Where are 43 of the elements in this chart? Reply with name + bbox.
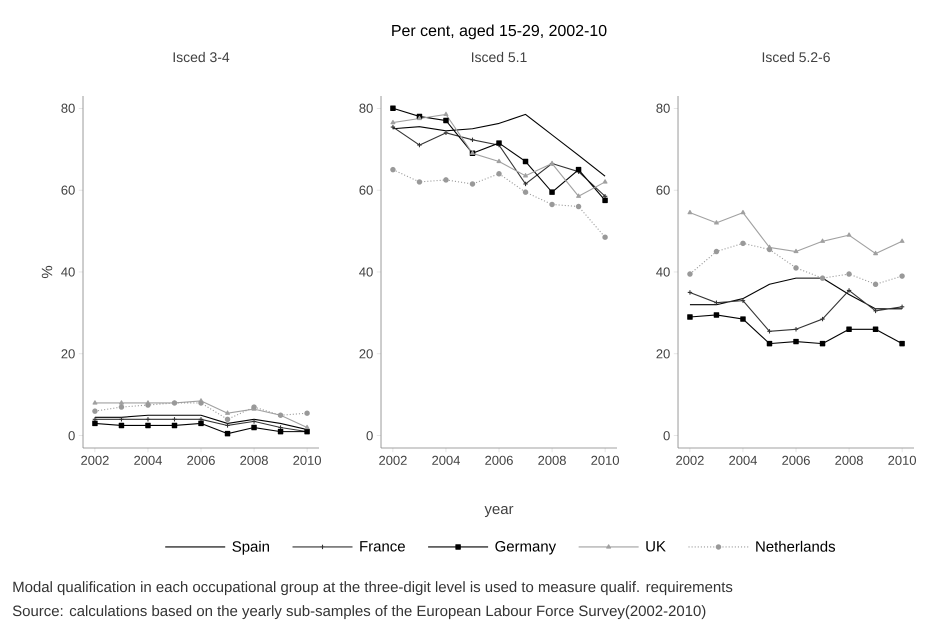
legend-label: Netherlands — [756, 540, 836, 552]
chart-title: Per cent, aged 15-29, 2002-10 — [392, 24, 606, 40]
y-tick-label: 40 — [359, 267, 373, 277]
x-tick-label: 2008 — [835, 456, 863, 465]
y-tick-label: 0 — [664, 431, 670, 440]
y-tick-label: 0 — [68, 431, 75, 440]
x-tick-label: 2010 — [293, 456, 321, 465]
x-tick-label: 2008 — [538, 456, 566, 465]
y-tick-label: 80 — [656, 104, 670, 113]
legend-label: France — [360, 541, 405, 552]
x-tick-label: 2006 — [187, 456, 215, 465]
legend-label: Spain — [232, 540, 269, 555]
y-tick-label: 40 — [61, 267, 75, 277]
legend-label: Germany — [495, 541, 556, 555]
chart-subtitle: Isced 5.2-6 — [762, 52, 830, 62]
legend-label: UK — [646, 541, 666, 552]
y-tick-label: 60 — [359, 186, 373, 195]
x-axis-title: year — [484, 506, 514, 518]
y-tick-label: 20 — [359, 349, 373, 358]
y-tick-label: 60 — [61, 186, 75, 195]
x-tick-label: 2010 — [888, 456, 916, 465]
y-tick-label: 60 — [656, 186, 670, 195]
text: Modal qualification in each occupational group at the three-digit level is used to measure qualif. requirements — [13, 581, 732, 596]
x-tick-label: 2010 — [591, 456, 619, 465]
y-tick-label: 80 — [61, 104, 75, 113]
x-tick-label: 2004 — [729, 456, 757, 465]
x-tick-label: 2006 — [485, 456, 513, 465]
x-tick-label: 2002 — [676, 456, 704, 465]
y-tick-label: 20 — [61, 349, 75, 358]
x-tick-label: 2008 — [240, 456, 268, 465]
x-tick-label: 2002 — [81, 456, 109, 465]
y-axis-title: % — [42, 266, 52, 278]
y-tick-label: 20 — [656, 349, 670, 358]
chart-subtitle: Isced 3-4 — [174, 52, 230, 62]
x-tick-label: 2006 — [782, 456, 810, 465]
source-note: Source: calculations based on the yearly sub-samples of the European Labour Force Survey(2002-2010) — [12, 605, 706, 620]
x-tick-label: 2002 — [379, 456, 407, 465]
x-tick-label: 2004 — [134, 456, 162, 465]
x-tick-label: 2004 — [432, 456, 460, 465]
y-tick-label: 0 — [366, 431, 373, 440]
y-tick-label: 40 — [656, 267, 670, 277]
y-tick-label: 80 — [359, 104, 373, 113]
chart-subtitle: Isced 5.1 — [472, 52, 527, 62]
